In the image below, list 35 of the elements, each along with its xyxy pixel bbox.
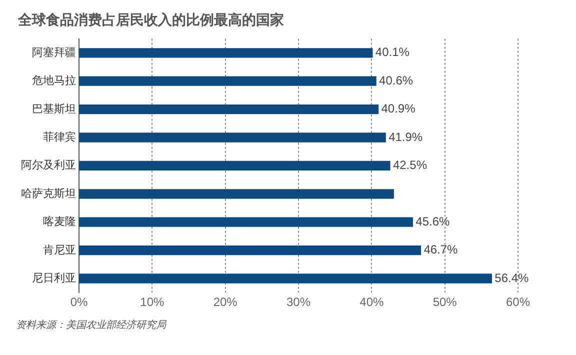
- x-tick-label: 30%: [286, 295, 311, 310]
- bar: [79, 245, 422, 256]
- y-tick-label: 肯尼亚: [43, 243, 76, 256]
- data-label: 45.6%: [416, 214, 450, 228]
- bar: [79, 160, 390, 171]
- y-tick-label: 哈萨克斯坦: [21, 186, 76, 200]
- data-label: 40.6%: [379, 73, 414, 88]
- y-tick-label: 阿尔及利亚: [21, 158, 76, 172]
- x-tick-label: 40%: [360, 295, 384, 310]
- data-label: 40.9%: [381, 102, 416, 116]
- bar: [79, 76, 376, 86]
- y-tick-label: 阿塞拜疆: [32, 46, 76, 59]
- x-tick-label: 0%: [70, 295, 88, 310]
- bar: [79, 104, 379, 114]
- y-tick-label: 菲律宾: [43, 130, 76, 144]
- data-label: 41.9%: [388, 130, 423, 144]
- x-tick-label: 60%: [506, 295, 530, 310]
- bar: [79, 274, 492, 284]
- chart-title: 全球食品消费占居民收入的比例最高的国家: [17, 11, 284, 28]
- data-label: 56.4%: [494, 270, 530, 285]
- data-label: 46.7%: [424, 242, 458, 257]
- y-tick-label: 危地马拉: [32, 74, 76, 88]
- bar: [79, 48, 373, 58]
- bar: [79, 217, 413, 227]
- y-tick-label: 尼日利亚: [32, 272, 76, 285]
- y-tick-label: 巴基斯坦: [32, 102, 76, 116]
- bar: [79, 132, 386, 142]
- data-label: 40.1%: [375, 45, 410, 60]
- data-label: 42.5%: [392, 158, 428, 172]
- x-tick-label: 20%: [213, 295, 238, 310]
- x-tick-label: 50%: [432, 295, 458, 310]
- text: 资料来源：美国农业部经济研究局: [16, 318, 167, 331]
- x-tick-label: 10%: [140, 295, 164, 310]
- y-tick-label: 喀麦隆: [43, 215, 76, 228]
- bar: [79, 189, 394, 199]
